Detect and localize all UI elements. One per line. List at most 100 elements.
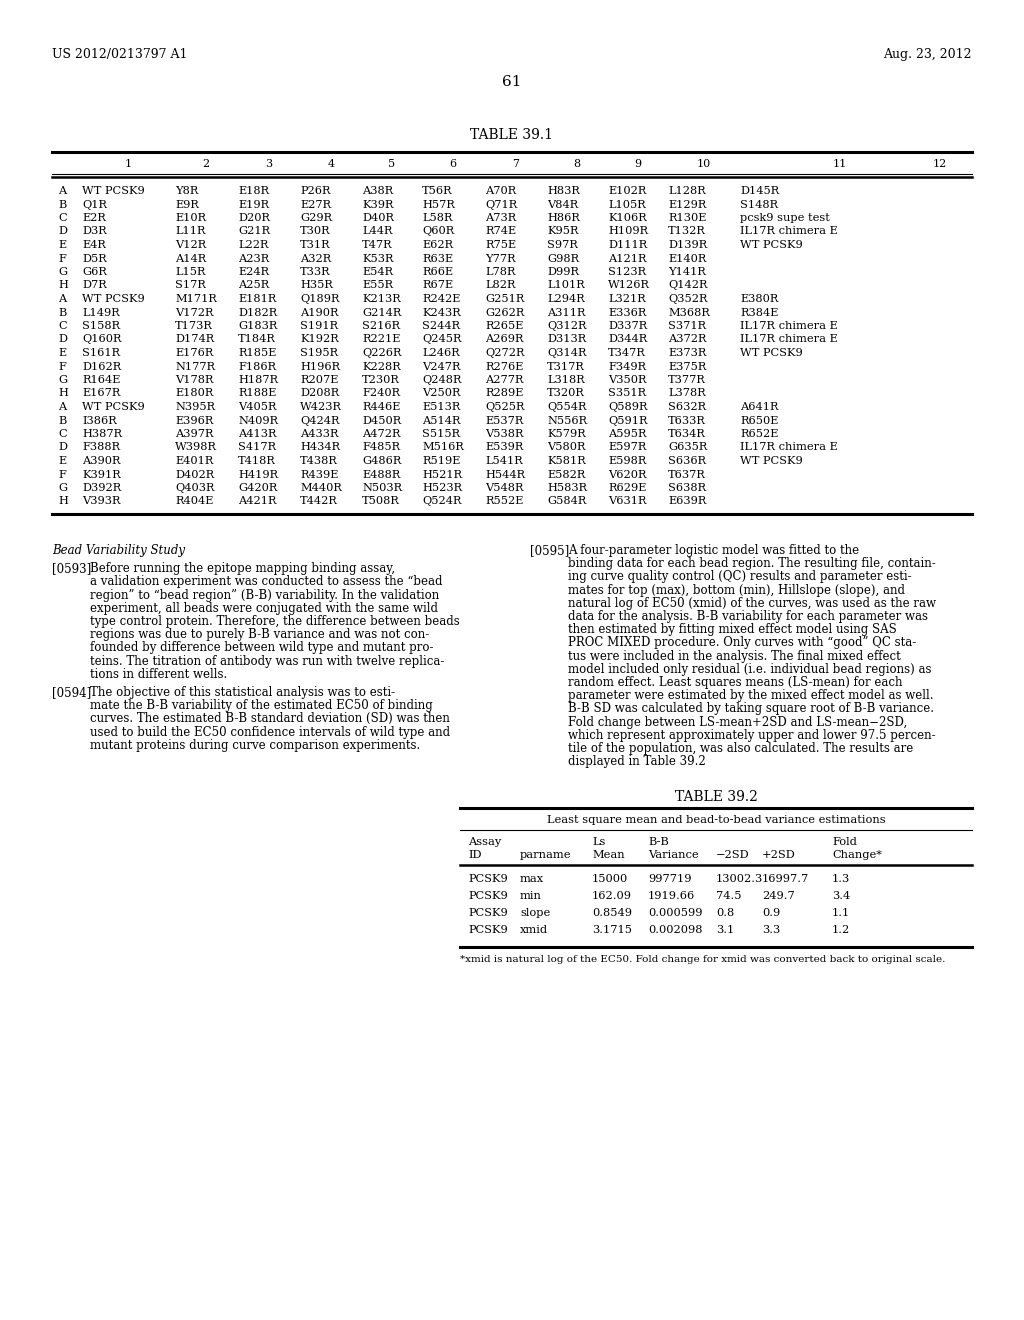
Text: ID: ID (468, 850, 481, 861)
Text: 61: 61 (502, 75, 522, 88)
Text: D111R: D111R (608, 240, 647, 249)
Text: H109R: H109R (608, 227, 648, 236)
Text: E180R: E180R (175, 388, 213, 399)
Text: D162R: D162R (82, 362, 121, 371)
Text: D145R: D145R (740, 186, 779, 195)
Text: A514R: A514R (422, 416, 461, 425)
Text: D337R: D337R (608, 321, 647, 331)
Text: 997719: 997719 (648, 874, 691, 884)
Text: E24R: E24R (238, 267, 269, 277)
Text: H57R: H57R (422, 199, 455, 210)
Text: W126R: W126R (608, 281, 650, 290)
Text: Y141R: Y141R (668, 267, 706, 277)
Text: E597R: E597R (608, 442, 646, 453)
Text: C: C (58, 213, 67, 223)
Text: H387R: H387R (82, 429, 122, 440)
Text: WT PCSK9: WT PCSK9 (82, 186, 144, 195)
Text: A70R: A70R (485, 186, 516, 195)
Text: E639R: E639R (668, 496, 707, 507)
Text: E2R: E2R (82, 213, 105, 223)
Text: R404E: R404E (175, 496, 213, 507)
Text: 16997.7: 16997.7 (762, 874, 809, 884)
Text: pcsk9 supe test: pcsk9 supe test (740, 213, 829, 223)
Text: Q245R: Q245R (422, 334, 462, 345)
Text: P26R: P26R (300, 186, 331, 195)
Text: H: H (58, 496, 68, 507)
Text: L149R: L149R (82, 308, 120, 318)
Text: parameter were estimated by the mixed effect model as well.: parameter were estimated by the mixed ef… (568, 689, 934, 702)
Text: E: E (58, 240, 67, 249)
Text: F: F (58, 470, 66, 479)
Text: 1.1: 1.1 (831, 908, 850, 919)
Text: IL17R chimera E: IL17R chimera E (740, 227, 838, 236)
Text: 1919.66: 1919.66 (648, 891, 695, 902)
Text: V350R: V350R (608, 375, 646, 385)
Text: V84R: V84R (547, 199, 579, 210)
Text: data for the analysis. B-B variability for each parameter was: data for the analysis. B-B variability f… (568, 610, 928, 623)
Text: Q160R: Q160R (82, 334, 122, 345)
Text: used to build the EC50 confidence intervals of wild type and: used to build the EC50 confidence interv… (90, 726, 451, 739)
Text: L101R: L101R (547, 281, 585, 290)
Text: M171R: M171R (175, 294, 217, 304)
Text: A four-parameter logistic model was fitted to the: A four-parameter logistic model was fitt… (568, 544, 859, 557)
Text: A25R: A25R (238, 281, 269, 290)
Text: 12: 12 (933, 158, 947, 169)
Text: L321R: L321R (608, 294, 646, 304)
Text: E513R: E513R (422, 403, 461, 412)
Text: Change*: Change* (831, 850, 882, 861)
Text: L128R: L128R (668, 186, 706, 195)
Text: R519E: R519E (422, 455, 461, 466)
Text: Q189R: Q189R (300, 294, 340, 304)
Text: 6: 6 (450, 158, 457, 169)
Text: 3: 3 (265, 158, 272, 169)
Text: F: F (58, 253, 66, 264)
Text: Q352R: Q352R (668, 294, 708, 304)
Text: 0.000599: 0.000599 (648, 908, 702, 919)
Text: L318R: L318R (547, 375, 585, 385)
Text: R289E: R289E (485, 388, 523, 399)
Text: Q71R: Q71R (485, 199, 517, 210)
Text: F349R: F349R (608, 362, 646, 371)
Text: Q226R: Q226R (362, 348, 401, 358)
Text: L541R: L541R (485, 455, 522, 466)
Text: PROC MIXED procedure. Only curves with “good” QC sta-: PROC MIXED procedure. Only curves with “… (568, 636, 916, 649)
Text: max: max (520, 874, 544, 884)
Text: K39R: K39R (362, 199, 393, 210)
Text: G251R: G251R (485, 294, 524, 304)
Text: Before running the epitope mapping binding assay,: Before running the epitope mapping bindi… (90, 562, 395, 576)
Text: D: D (58, 227, 67, 236)
Text: PCSK9: PCSK9 (468, 874, 508, 884)
Text: G635R: G635R (668, 442, 708, 453)
Text: T418R: T418R (238, 455, 275, 466)
Text: S638R: S638R (668, 483, 707, 492)
Text: S417R: S417R (238, 442, 276, 453)
Text: T173R: T173R (175, 321, 213, 331)
Text: M440R: M440R (300, 483, 342, 492)
Text: A190R: A190R (300, 308, 339, 318)
Text: 1: 1 (125, 158, 131, 169)
Text: E176R: E176R (175, 348, 213, 358)
Text: S636R: S636R (668, 455, 707, 466)
Text: A372R: A372R (668, 334, 707, 345)
Text: N395R: N395R (175, 403, 215, 412)
Text: L294R: L294R (547, 294, 585, 304)
Text: S632R: S632R (668, 403, 707, 412)
Text: W398R: W398R (175, 442, 217, 453)
Text: type control protein. Therefore, the difference between beads: type control protein. Therefore, the dif… (90, 615, 460, 628)
Text: A38R: A38R (362, 186, 393, 195)
Text: G98R: G98R (547, 253, 580, 264)
Text: teins. The titration of antibody was run with twelve replica-: teins. The titration of antibody was run… (90, 655, 444, 668)
Text: A: A (58, 294, 67, 304)
Text: model included only residual (i.e. individual bead regions) as: model included only residual (i.e. indiv… (568, 663, 932, 676)
Text: natural log of EC50 (xmid) of the curves, was used as the raw: natural log of EC50 (xmid) of the curves… (568, 597, 936, 610)
Text: E401R: E401R (175, 455, 213, 466)
Text: 3.1715: 3.1715 (592, 925, 632, 936)
Text: tions in different wells.: tions in different wells. (90, 668, 227, 681)
Text: E54R: E54R (362, 267, 393, 277)
Text: binding data for each bead region. The resulting file, contain-: binding data for each bead region. The r… (568, 557, 936, 570)
Text: E62R: E62R (422, 240, 454, 249)
Text: L246R: L246R (422, 348, 460, 358)
Text: G: G (58, 267, 68, 277)
Text: E27R: E27R (300, 199, 331, 210)
Text: S216R: S216R (362, 321, 400, 331)
